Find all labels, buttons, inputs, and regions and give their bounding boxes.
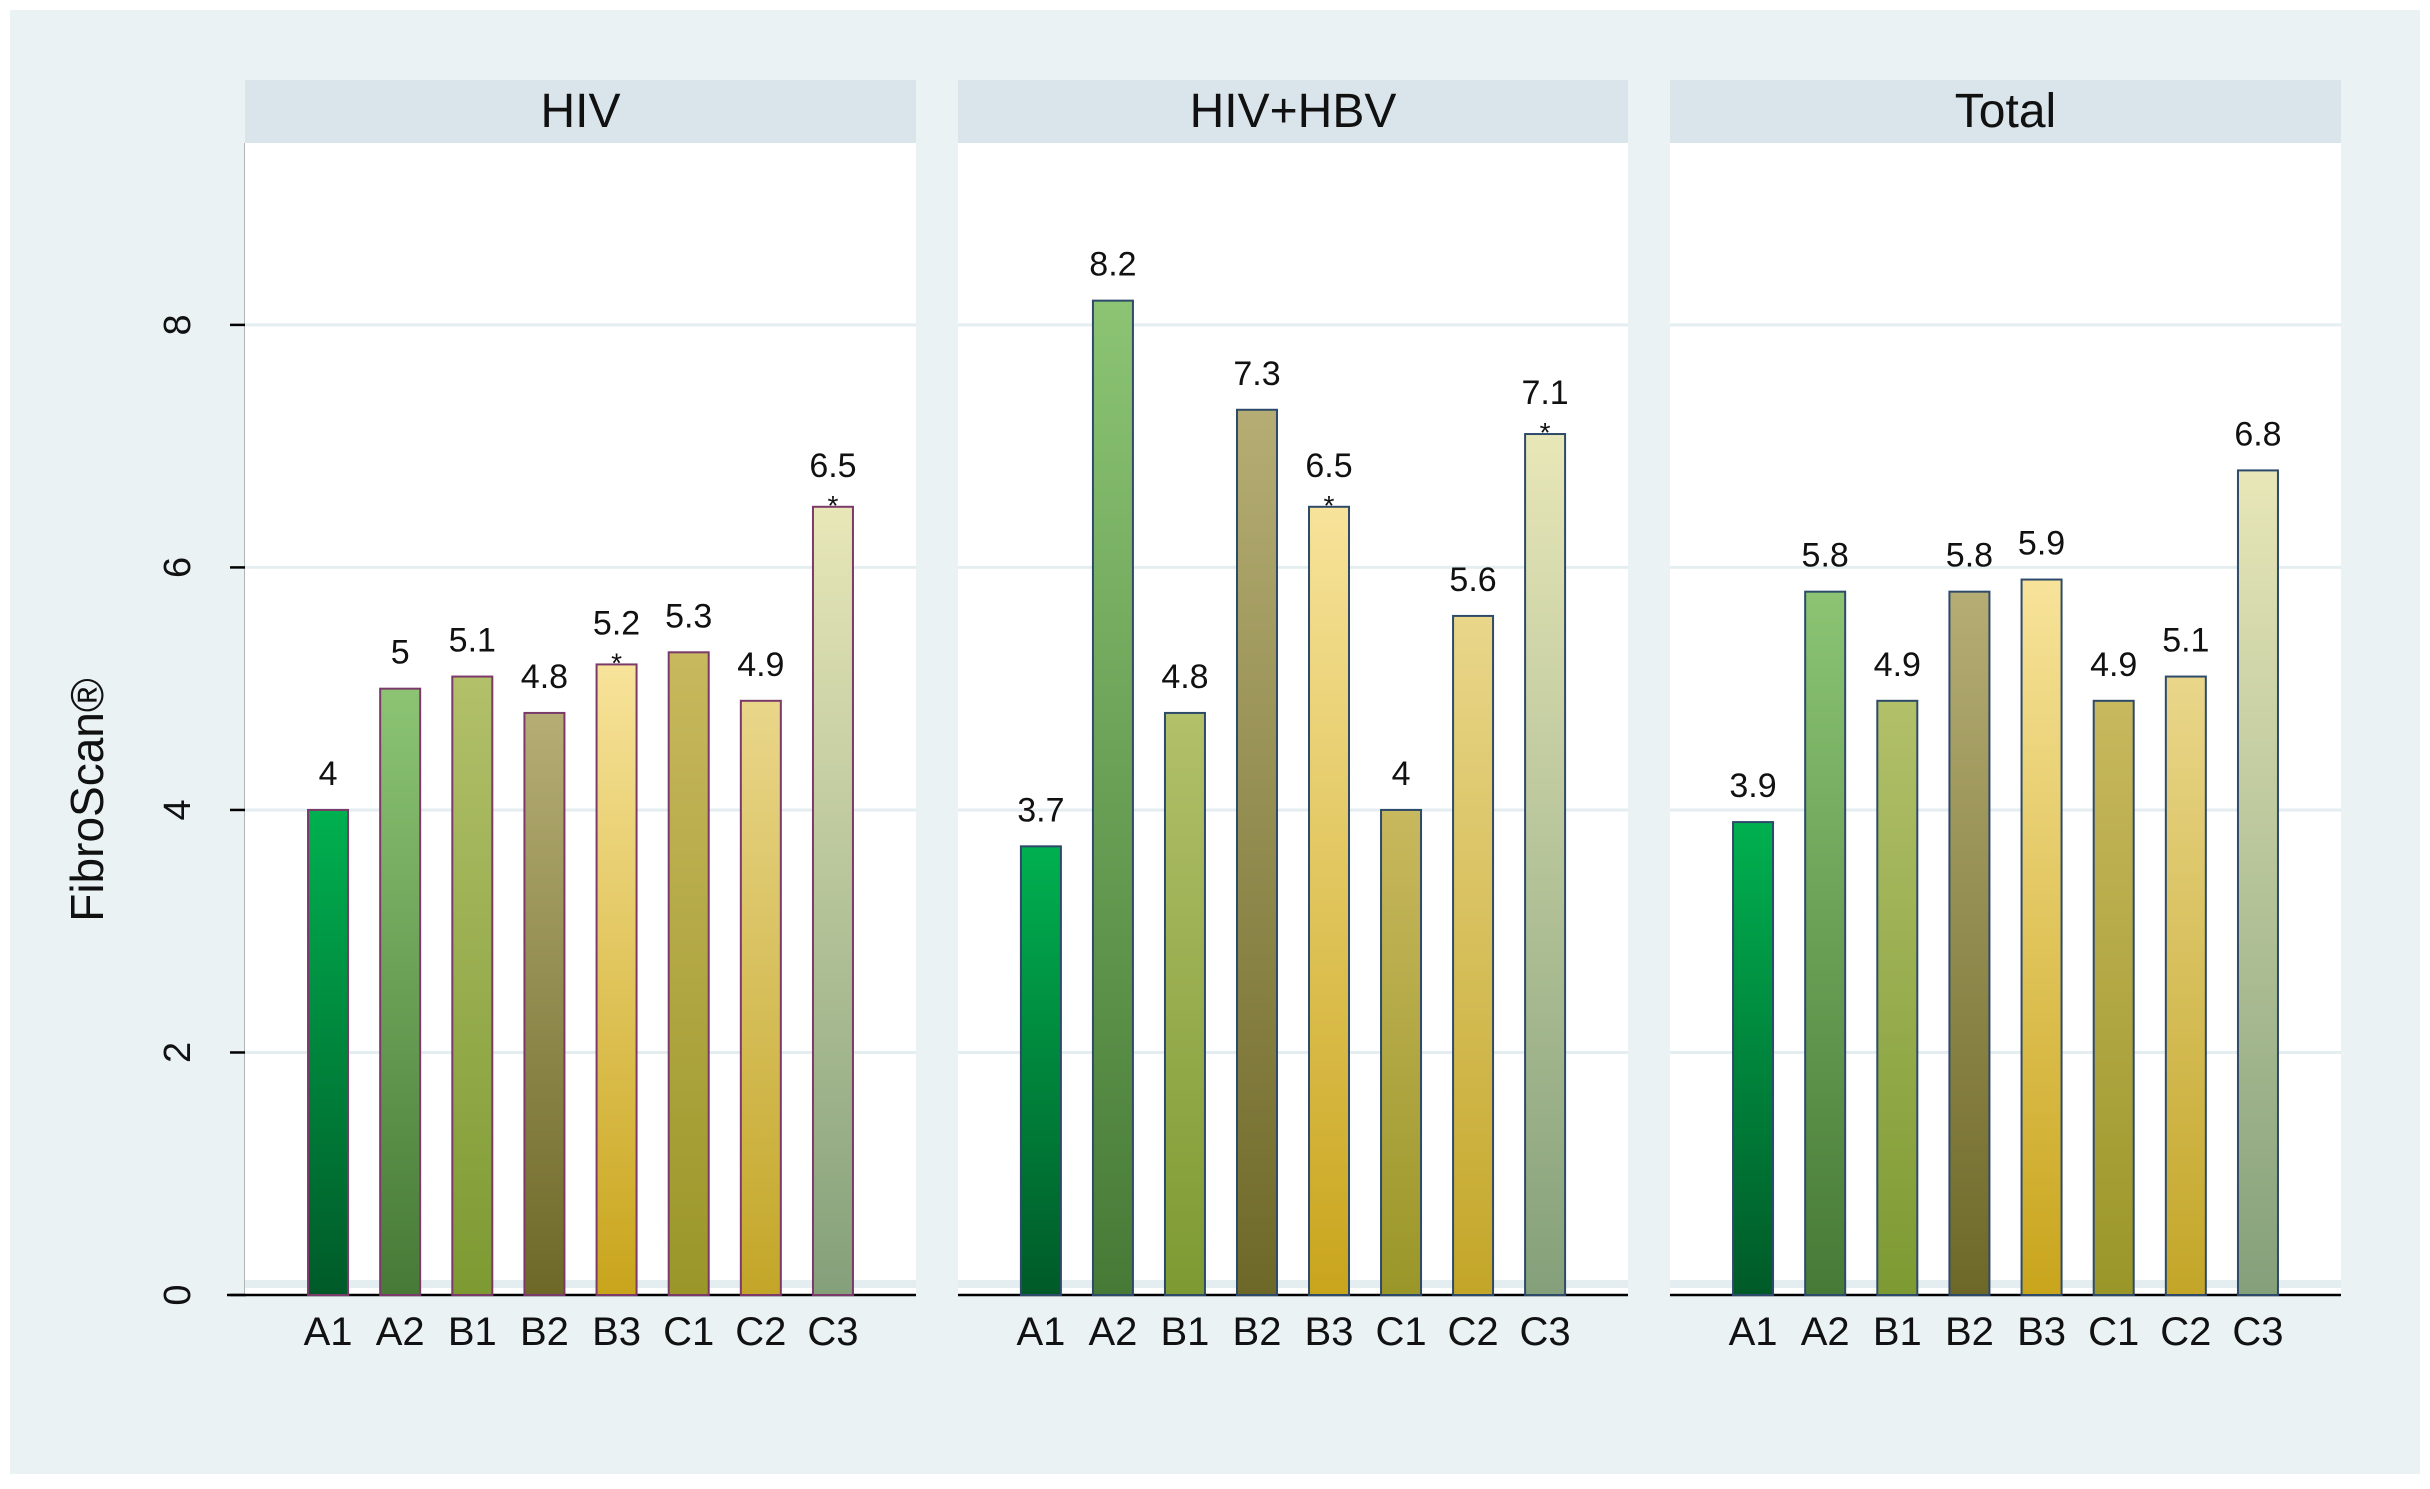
bar-c2 (2164, 675, 2207, 1296)
data-label: 4.9 (2090, 646, 2137, 684)
significance-marker: * (611, 647, 622, 678)
bar-b3 (2020, 578, 2063, 1296)
bar-b1 (1876, 699, 1919, 1296)
x-tick-label: C3 (807, 1310, 858, 1354)
data-label: 7.1 (1521, 374, 1568, 412)
data-label: 5.9 (2018, 525, 2065, 563)
panel-hiv: HIV 4 A1 5 A2 5.1 B1 4.8 B2 5.2 * B3 5.3 C1 4.9 C2 6.5 * C… (227, 80, 916, 1354)
bar-c3 (811, 505, 854, 1296)
bar-a2 (379, 687, 422, 1296)
x-tick-label: B3 (2017, 1310, 2066, 1354)
panel-total: Total 3.9 A1 5.8 A2 4.9 B1 5.8 B2 5.9 B3 4.9 C1 5.1 C2… (1670, 80, 2341, 1354)
data-label: 5.3 (665, 597, 712, 635)
y-axis-label: FibroScan® (61, 678, 113, 922)
bar-a2 (1091, 299, 1134, 1297)
bar-c3 (2236, 469, 2279, 1296)
x-tick-label: A2 (376, 1310, 425, 1354)
x-tick-label: C1 (1375, 1310, 1426, 1354)
panels: 0 2 4 6 8 HIV 4 A1 5 A2 5.1 B1 4.8 B2 5.2 * B3 5.3 C1 4.9 C2… (157, 80, 2341, 1354)
data-label: 4.9 (1874, 646, 1921, 684)
data-label: 3.7 (1017, 791, 1064, 829)
x-tick-label: C3 (1520, 1310, 1571, 1354)
bar-c2 (739, 699, 782, 1296)
x-tick-label: C2 (2160, 1310, 2211, 1354)
data-label: 5.1 (449, 622, 496, 660)
bar-b2 (523, 711, 566, 1296)
x-tick-label: C2 (1447, 1310, 1498, 1354)
x-tick-label: B2 (1945, 1310, 1994, 1354)
plot-area (1670, 143, 2341, 1295)
data-label: 6.8 (2234, 415, 2281, 453)
data-label: 4 (1392, 755, 1411, 793)
x-tick-label: B2 (520, 1310, 569, 1354)
y-tick-label: 4 (157, 799, 199, 820)
bar-c3 (1524, 433, 1567, 1297)
x-tick-label: C1 (2088, 1310, 2139, 1354)
panel-header (245, 80, 916, 143)
data-label: 4.8 (521, 658, 568, 696)
data-label: 5.1 (2162, 622, 2209, 660)
x-tick-label: B3 (592, 1310, 641, 1354)
bar-b3 (1308, 505, 1351, 1296)
x-tick-label: C3 (2232, 1310, 2283, 1354)
y-tick-label: 8 (157, 314, 199, 335)
data-label: 4.9 (737, 646, 784, 684)
bar-c1 (1380, 808, 1423, 1297)
data-label: 8.2 (1089, 246, 1136, 284)
bar-b1 (1163, 711, 1206, 1296)
bar-b2 (1948, 590, 1991, 1296)
data-label: 6.5 (1305, 447, 1352, 485)
x-tick-label: B1 (448, 1310, 497, 1354)
x-tick-label: A2 (1801, 1310, 1850, 1354)
data-label: 4 (319, 755, 338, 793)
plot-area (958, 143, 1628, 1295)
x-tick-label: B2 (1233, 1310, 1282, 1354)
panel-header (958, 80, 1628, 143)
data-label: 5.8 (1946, 537, 1993, 575)
plot-area (245, 143, 916, 1295)
y-tick-label: 6 (157, 557, 199, 578)
bar-c1 (2092, 699, 2135, 1296)
bar-a1 (307, 808, 350, 1297)
bar-c2 (1452, 614, 1495, 1296)
bar-b3 (595, 663, 638, 1296)
y-tick-label: 0 (157, 1284, 199, 1305)
x-tick-label: B1 (1873, 1310, 1922, 1354)
x-tick-label: C1 (663, 1310, 714, 1354)
x-tick-label: A1 (304, 1310, 353, 1354)
x-tick-label: A2 (1088, 1310, 1137, 1354)
bar-a1 (1019, 845, 1062, 1296)
significance-marker: * (1540, 417, 1551, 448)
data-label: 6.5 (809, 447, 856, 485)
panel-title: HIV (540, 85, 620, 138)
x-tick-label: B1 (1160, 1310, 1209, 1354)
data-label: 4.8 (1161, 658, 1208, 696)
bar-a1 (1732, 821, 1775, 1296)
significance-marker: * (1324, 490, 1335, 521)
data-label: 5 (391, 634, 410, 672)
data-label: 7.3 (1233, 355, 1280, 393)
panel-title: Total (1955, 85, 2056, 138)
bar-c1 (667, 651, 710, 1296)
data-label: 5.8 (1802, 537, 1849, 575)
y-tick-label: 2 (157, 1042, 199, 1063)
significance-marker: * (828, 490, 839, 521)
bar-a2 (1804, 590, 1847, 1296)
bar-b1 (451, 675, 494, 1296)
x-tick-label: A1 (1016, 1310, 1065, 1354)
panel-hiv-hbv: HIV+HBV 3.7 A1 8.2 A2 4.8 B1 7.3 B2 6.5 * B3 4 C1 5.6 C… (958, 80, 1628, 1354)
panel-header (1670, 80, 2341, 143)
data-label: 5.2 (593, 604, 640, 642)
data-label: 3.9 (1729, 767, 1776, 805)
x-tick-label: A1 (1729, 1310, 1778, 1354)
data-label: 5.6 (1449, 561, 1496, 599)
bar-b2 (1235, 408, 1278, 1297)
x-tick-label: B3 (1305, 1310, 1354, 1354)
panel-title: HIV+HBV (1190, 85, 1397, 138)
x-tick-label: C2 (735, 1310, 786, 1354)
